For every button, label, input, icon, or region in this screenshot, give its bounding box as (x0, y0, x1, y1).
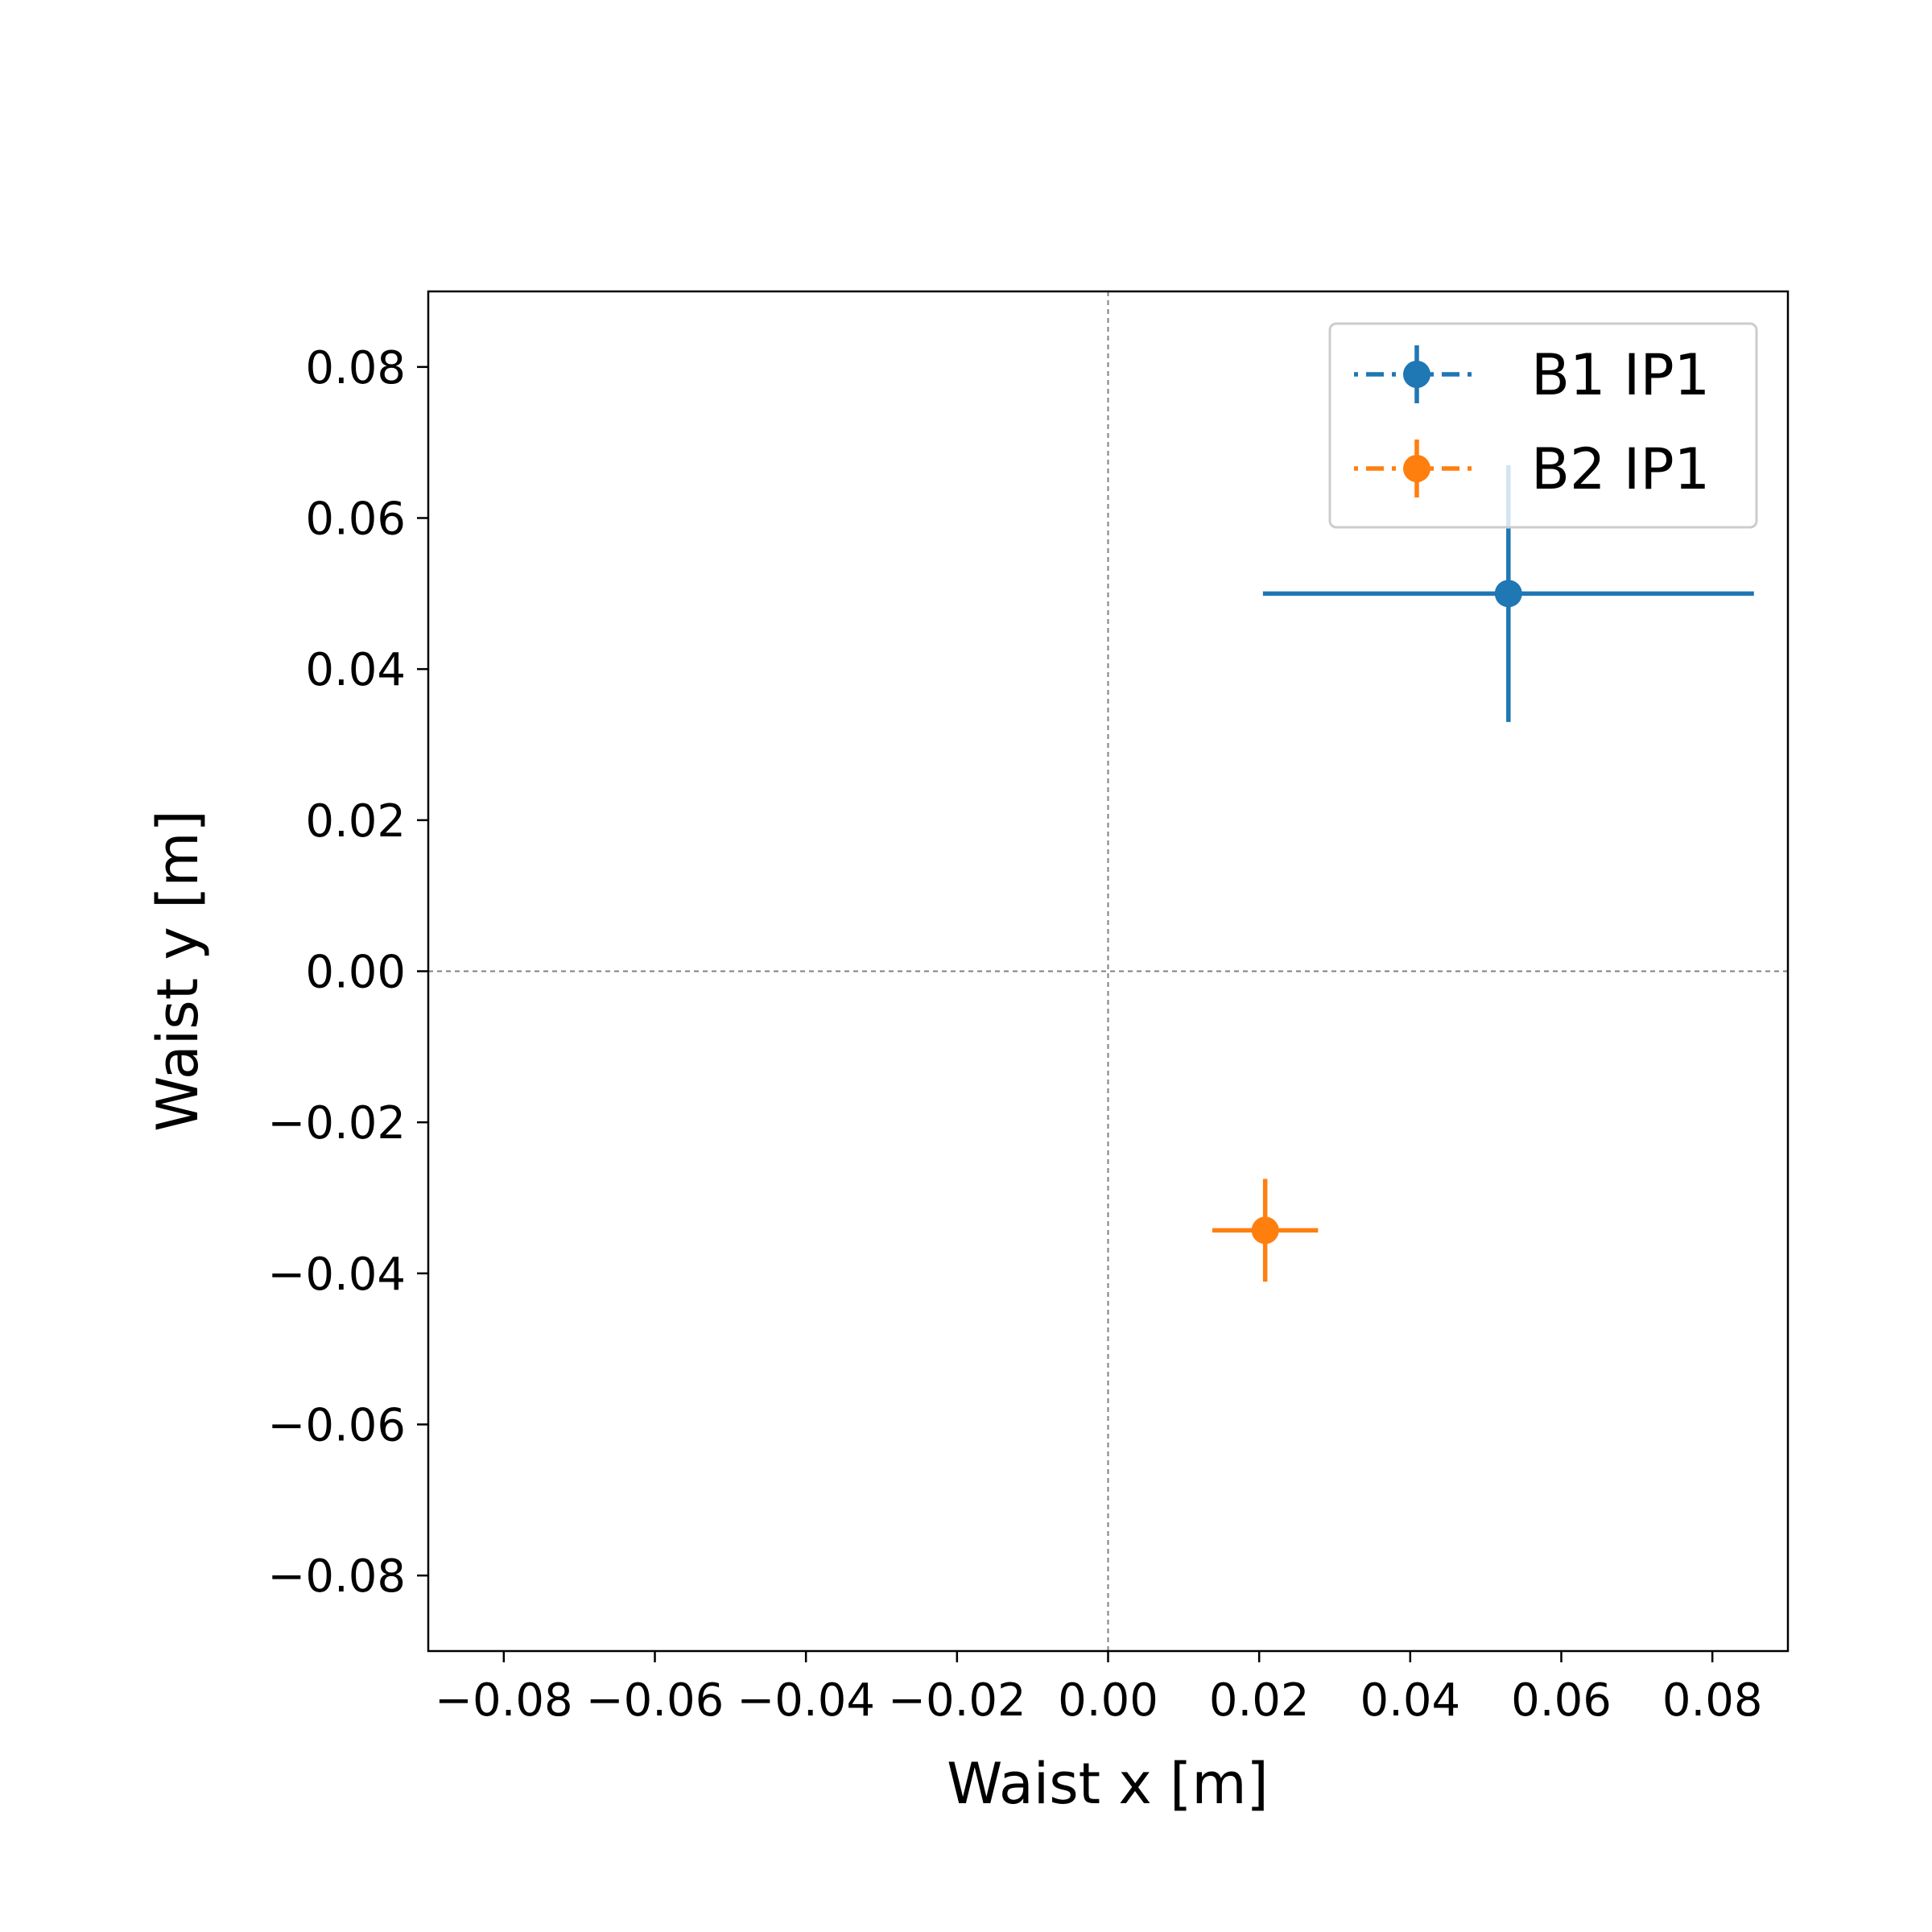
y-tick-label: −0.04 (267, 1249, 406, 1301)
y-tick-label: 0.06 (305, 493, 406, 546)
y-tick-label: −0.02 (267, 1097, 406, 1150)
y-tick-label: 0.08 (305, 342, 406, 394)
y-tick-label: 0.00 (305, 947, 406, 999)
x-tick-label: 0.00 (1058, 1674, 1158, 1727)
x-tick-label: 0.04 (1360, 1674, 1460, 1727)
x-tick-label: 0.02 (1209, 1674, 1310, 1727)
legend-handle-marker (1403, 455, 1430, 482)
legend-label: B1 IP1 (1531, 342, 1710, 408)
legend: B1 IP1 B2 IP1 (1328, 322, 1758, 529)
x-tick-label: −0.08 (435, 1674, 573, 1727)
data-point (1251, 1216, 1279, 1245)
x-axis-label: Waist x [m] (947, 1751, 1269, 1817)
y-axis-label: Waist y [m] (145, 810, 211, 1132)
legend-box (1328, 322, 1758, 529)
legend-label: B2 IP1 (1531, 436, 1710, 502)
x-tick-label: −0.02 (888, 1674, 1026, 1727)
x-tick-label: −0.04 (737, 1674, 875, 1727)
y-tick-label: −0.08 (267, 1550, 406, 1603)
legend-handle-marker (1403, 361, 1430, 388)
x-tick-label: 0.06 (1511, 1674, 1612, 1727)
y-tick-label: 0.04 (305, 644, 406, 696)
x-tick-label: 0.08 (1662, 1674, 1763, 1727)
data-point (1494, 580, 1522, 608)
x-tick-label: −0.06 (586, 1674, 724, 1727)
y-tick-label: −0.06 (267, 1400, 406, 1452)
y-tick-label: 0.02 (305, 795, 406, 848)
